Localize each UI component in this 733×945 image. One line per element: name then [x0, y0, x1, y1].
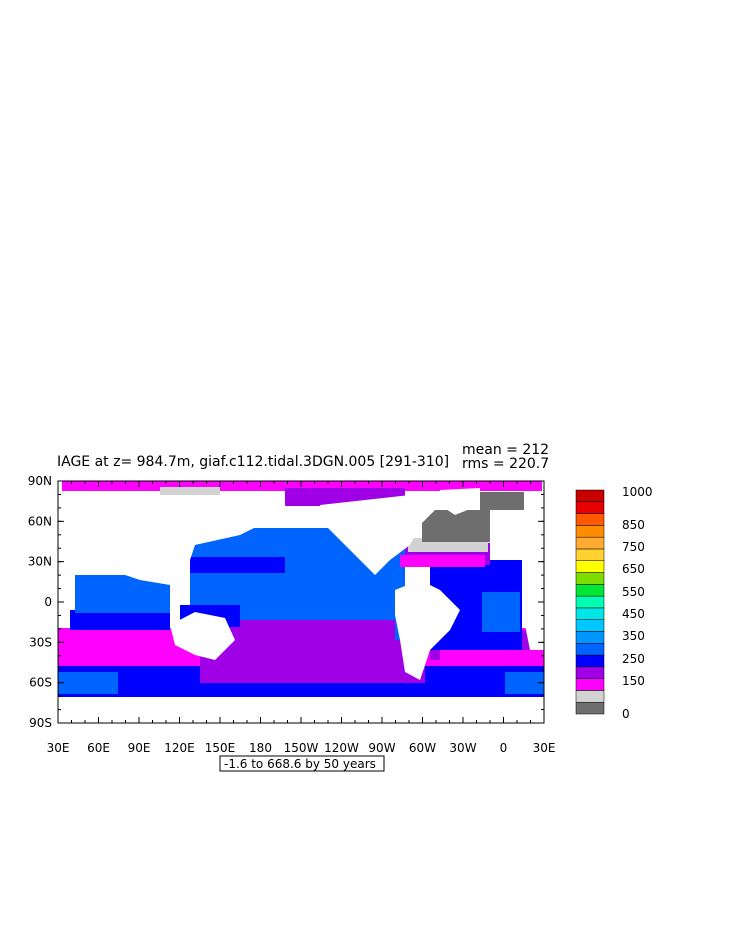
colorbar-swatch: [575, 607, 605, 620]
colorbar-label: 550: [622, 585, 645, 599]
x-tick-label: 180: [249, 741, 272, 755]
arctic-magenta: [62, 481, 542, 491]
y-tick-label: 90N: [28, 474, 52, 488]
colorbar-label: 450: [622, 607, 645, 621]
indian-ocean-blue: [70, 610, 170, 630]
colorbar-label: 0: [622, 707, 630, 721]
y-tick-label: 60N: [28, 514, 52, 528]
colorbar-swatch: [575, 548, 605, 561]
colorbar-swatch: [575, 560, 605, 573]
arctic-grey: [160, 487, 220, 495]
land-europe: [500, 512, 544, 560]
x-tick-label: 150E: [205, 741, 236, 755]
colorbar-swatch: [575, 678, 605, 691]
colorbar-swatch: [575, 536, 605, 550]
x-tick-label: 120E: [164, 741, 195, 755]
rms-label: rms = 220.7: [462, 456, 549, 472]
atlantic-magenta-north: [400, 555, 485, 567]
pacific-purple: [215, 620, 395, 650]
land-south-america: [395, 580, 460, 680]
ocean-band-magenta-atl: [440, 650, 544, 664]
colorbar-label: 850: [622, 518, 645, 532]
x-tick-label: 120W: [324, 741, 359, 755]
nordic-grey-dark: [422, 510, 490, 542]
x-tick-label: 30E: [47, 741, 70, 755]
colorbar-label: 650: [622, 562, 645, 576]
colorbar-swatch: [575, 489, 605, 503]
x-tick-label: 90E: [128, 741, 151, 755]
atlantic-light: [482, 592, 520, 632]
y-axis: 90N 60N 30N 0 30S 60S 90S: [28, 474, 544, 730]
colorbar-swatch: [575, 666, 605, 679]
ocean-band-southern-east: [505, 672, 544, 694]
x-axis: 30E 60E 90E 120E 150E 180 150W 120W 90W 60W 30W 0 30…: [47, 481, 556, 755]
colorbar-swatch: [575, 501, 605, 514]
x-tick-label: 30E: [533, 741, 556, 755]
y-tick-label: 30S: [29, 635, 52, 649]
colorbar-swatch: [575, 513, 605, 526]
colorbar-label: 150: [622, 674, 645, 688]
mean-label: mean = 212: [462, 442, 549, 458]
land-australia: [170, 612, 235, 660]
x-tick-label: 150W: [284, 741, 319, 755]
y-tick-label: 60S: [29, 676, 52, 690]
map-area: [57, 480, 545, 724]
colorbar-swatch: [575, 595, 605, 609]
y-tick-label: 30N: [28, 555, 52, 569]
colorbar: 0 150 250 350 450 550 650 750 850 1000: [575, 485, 653, 721]
colorbar-swatch: [575, 619, 605, 632]
y-tick-label: 90S: [29, 716, 52, 730]
x-tick-label: 30W: [449, 741, 476, 755]
colorbar-label: 750: [622, 540, 645, 554]
colorbar-label: 250: [622, 652, 645, 666]
y-tick-label: 0: [44, 595, 52, 609]
chart-title: IAGE at z= 984.7m, giaf.c112.tidal.3DGN.…: [57, 454, 449, 470]
land-north-america: [320, 495, 440, 575]
colorbar-swatch: [575, 584, 605, 597]
pacific-blue-band: [190, 557, 285, 573]
colorbar-swatch: [575, 631, 605, 644]
colorbar-swatch: [575, 654, 605, 668]
range-note: -1.6 to 668.6 by 50 years: [224, 757, 376, 771]
colorbar-swatch: [575, 572, 605, 585]
land-eurasia: [58, 495, 290, 585]
x-tick-label: 60E: [87, 741, 110, 755]
x-tick-label: 60W: [409, 741, 436, 755]
colorbar-swatch: [575, 701, 605, 715]
colorbar-swatch: [575, 525, 605, 538]
colorbar-label: 350: [622, 629, 645, 643]
nordic-grey-dark-2: [480, 492, 524, 510]
colorbar-swatch: [575, 690, 605, 703]
ocean-band-southern-light: [58, 672, 118, 694]
colorbar-swatch: [575, 643, 605, 656]
land-africa: [522, 600, 544, 650]
land-greenland: [440, 488, 480, 515]
colorbar-label: 1000: [622, 485, 653, 499]
x-tick-label: 0: [500, 741, 508, 755]
range-note-box: [219, 755, 385, 772]
x-tick-label: 90W: [368, 741, 395, 755]
